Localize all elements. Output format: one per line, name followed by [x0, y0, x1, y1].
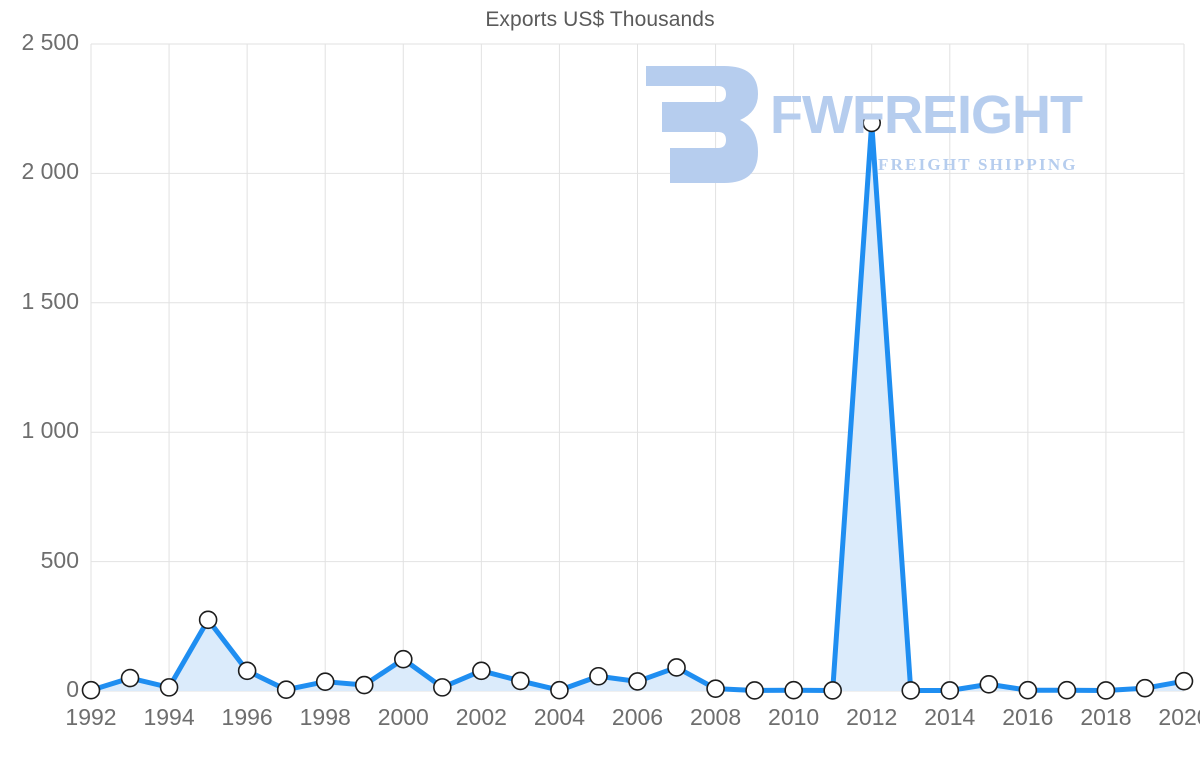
- chart-title: Exports US$ Thousands: [485, 8, 715, 31]
- data-point-marker[interactable]: [901, 681, 921, 700]
- data-point-marker[interactable]: [472, 661, 491, 681]
- data-point-marker[interactable]: [1057, 680, 1077, 700]
- data-point-marker[interactable]: [940, 681, 960, 700]
- data-point-marker[interactable]: [589, 666, 608, 686]
- data-point-marker[interactable]: [237, 661, 257, 681]
- x-axis-tick-label: 2014: [924, 704, 976, 730]
- y-axis-tick-label: 2 000: [21, 158, 79, 185]
- data-point-marker[interactable]: [862, 113, 882, 133]
- data-point-marker[interactable]: [315, 672, 335, 691]
- x-axis-tick-label: 1996: [221, 704, 273, 730]
- data-point-marker[interactable]: [667, 658, 686, 677]
- grid-lines: [90, 43, 1185, 692]
- x-axis-tick-label: 2000: [377, 704, 429, 730]
- x-axis-tick-label: 2016: [1002, 704, 1054, 730]
- data-point-marker[interactable]: [354, 675, 374, 695]
- data-point-marker[interactable]: [628, 672, 647, 691]
- y-axis-tick-label: 1 000: [21, 417, 79, 444]
- y-axis-tick-label: 0: [66, 676, 79, 702]
- data-point-marker[interactable]: [1018, 680, 1038, 700]
- x-axis-tick-label: 1992: [65, 704, 117, 730]
- x-axis-tick-label: 2004: [533, 704, 585, 730]
- data-point-marker[interactable]: [1135, 678, 1155, 698]
- data-point-marker[interactable]: [276, 680, 296, 700]
- data-point-marker[interactable]: [1174, 671, 1194, 691]
- data-point-marker[interactable]: [550, 680, 569, 700]
- data-point-marker[interactable]: [81, 680, 101, 700]
- data-point-marker[interactable]: [159, 678, 179, 697]
- y-axis-tick-label: 2 500: [21, 29, 79, 55]
- x-axis-tick-label: 2006: [611, 704, 664, 730]
- data-point-marker[interactable]: [393, 649, 413, 669]
- data-point-markers: [81, 113, 1194, 700]
- data-point-marker[interactable]: [823, 681, 842, 700]
- x-axis-tick-label: 2020: [1158, 704, 1200, 730]
- data-point-marker[interactable]: [198, 610, 218, 630]
- x-axis-tick-label: 1998: [299, 704, 351, 730]
- x-axis-tick-label: 2012: [846, 704, 898, 730]
- x-axis-tick-label: 2002: [455, 704, 507, 730]
- data-point-marker[interactable]: [511, 671, 530, 691]
- data-point-marker[interactable]: [784, 680, 803, 700]
- data-point-marker[interactable]: [120, 668, 140, 688]
- x-axis-tick-label: 2010: [768, 704, 820, 730]
- x-axis-tick-label: 1994: [143, 704, 195, 730]
- data-point-marker[interactable]: [1096, 681, 1116, 700]
- data-point-marker[interactable]: [433, 678, 452, 697]
- y-axis-tick-label: 1 500: [21, 287, 79, 314]
- y-axis-tick-label: 500: [40, 546, 79, 573]
- x-axis-tick-label: 2018: [1080, 704, 1132, 730]
- data-point-marker[interactable]: [979, 674, 999, 694]
- x-axis-tick-label: 2008: [689, 704, 742, 730]
- data-point-marker[interactable]: [745, 681, 764, 700]
- data-point-marker[interactable]: [706, 679, 725, 698]
